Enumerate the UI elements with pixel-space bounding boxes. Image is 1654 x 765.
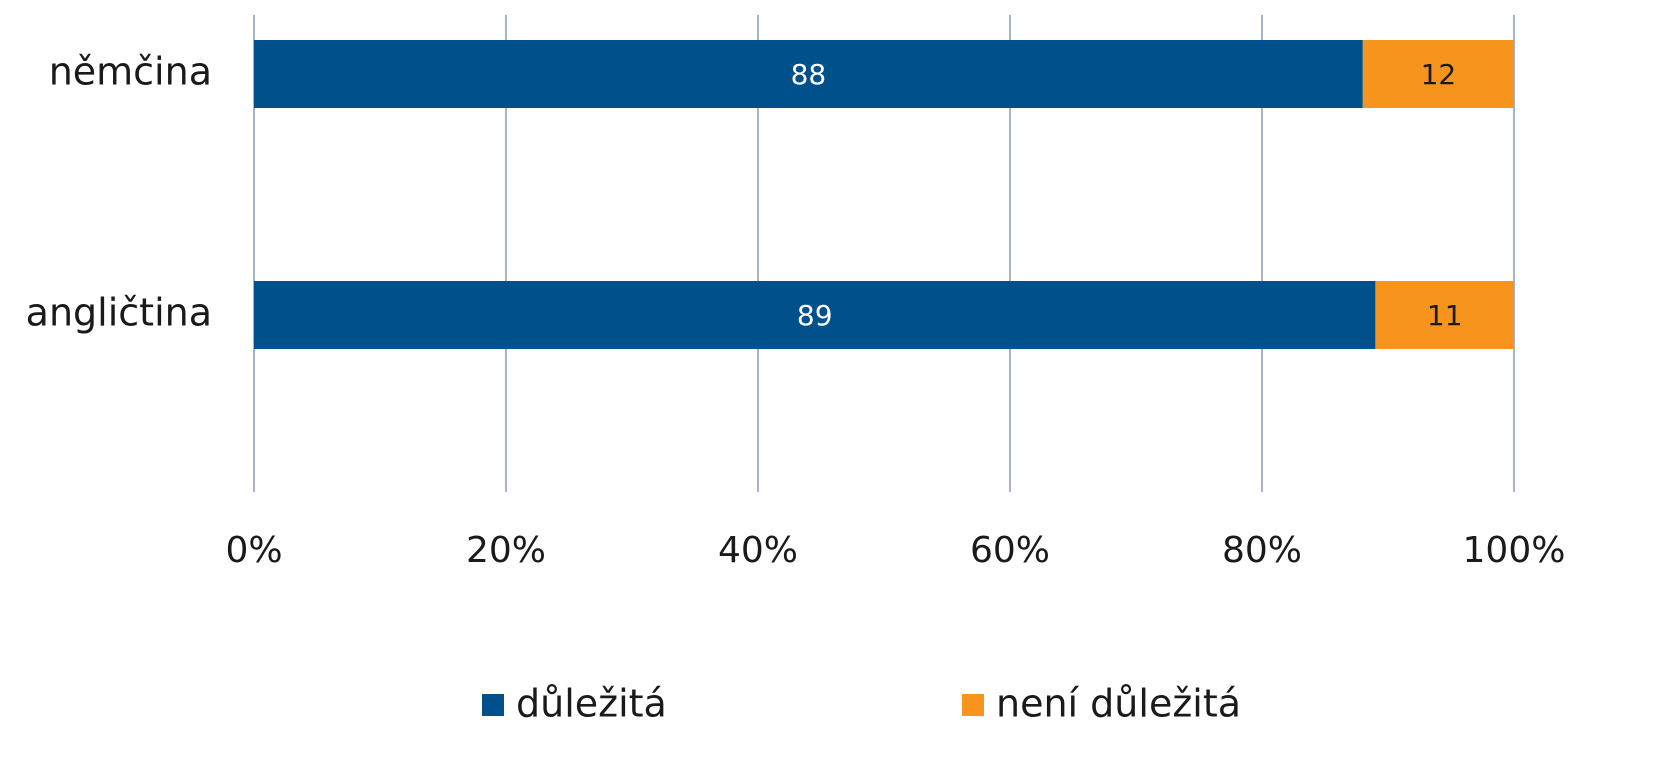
bar-segment xyxy=(1362,40,1514,108)
bar-segment xyxy=(1375,281,1514,349)
y-tick-label: angličtina xyxy=(26,291,212,335)
legend-swatch xyxy=(482,694,504,716)
data-label: 12 xyxy=(1421,58,1457,91)
bar-segment xyxy=(254,281,1376,349)
x-tick-label: 100% xyxy=(1463,530,1566,571)
data-label: 88 xyxy=(791,58,827,91)
legend-swatch xyxy=(962,694,984,716)
x-tick-label: 60% xyxy=(970,530,1050,571)
x-tick-label: 40% xyxy=(718,530,798,571)
legend-label: důležitá xyxy=(516,682,667,726)
y-tick-label: němčina xyxy=(49,50,212,94)
legend-label: není důležitá xyxy=(996,682,1241,726)
data-label: 11 xyxy=(1427,299,1463,332)
x-tick-label: 80% xyxy=(1222,530,1302,571)
x-tick-label: 0% xyxy=(225,530,282,571)
bar-segment xyxy=(254,40,1363,108)
data-label: 89 xyxy=(797,299,833,332)
x-tick-label: 20% xyxy=(466,530,546,571)
